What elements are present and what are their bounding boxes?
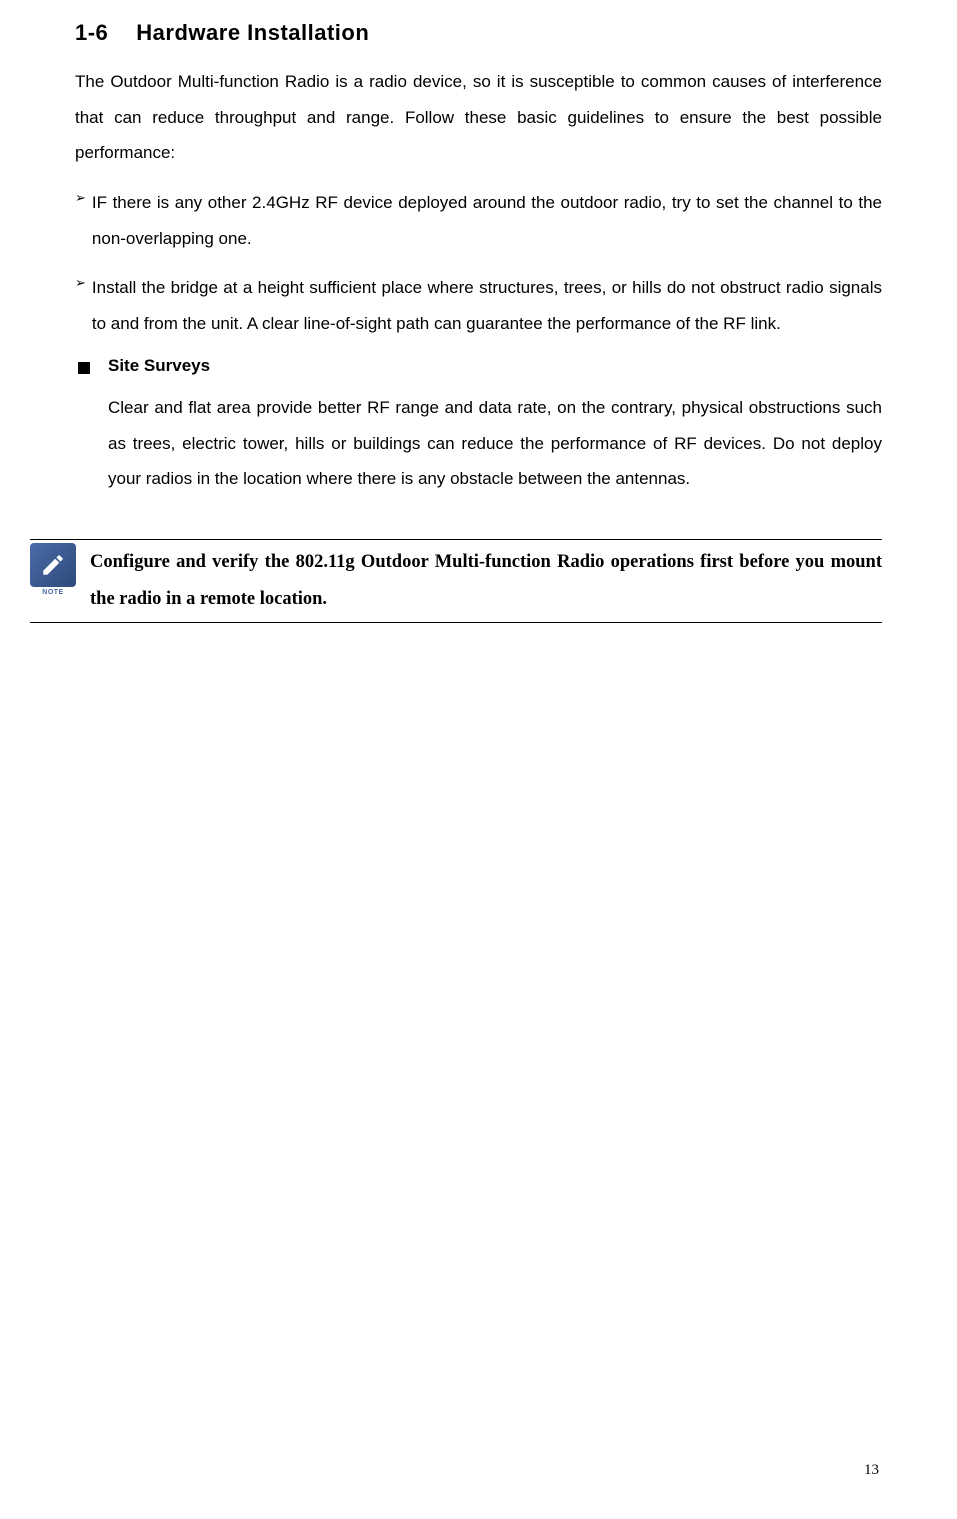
square-content: Site Surveys Clear and flat area provide… (108, 356, 882, 497)
square-marker-icon (78, 362, 90, 374)
note-box: NOTE Configure and verify the 802.11g Ou… (30, 539, 882, 623)
section-number: 1-6 (75, 20, 108, 45)
note-icon: NOTE (30, 543, 76, 599)
site-surveys-text: Clear and flat area provide better RF ra… (108, 390, 882, 497)
note-icon-background (30, 543, 76, 587)
bullet-item: ➢ Install the bridge at a height suffici… (75, 270, 882, 341)
square-item: Site Surveys Clear and flat area provide… (75, 356, 882, 497)
note-text: Configure and verify the 802.11g Outdoor… (90, 540, 882, 622)
bullet-text: Install the bridge at a height sufficien… (92, 270, 882, 341)
bullet-item: ➢ IF there is any other 2.4GHz RF device… (75, 185, 882, 256)
section-heading: 1-6 Hardware Installation (75, 20, 882, 46)
intro-paragraph: The Outdoor Multi-function Radio is a ra… (75, 64, 882, 171)
page-number: 13 (864, 1462, 879, 1479)
site-surveys-heading: Site Surveys (108, 356, 882, 376)
square-list: Site Surveys Clear and flat area provide… (75, 356, 882, 497)
section-title: Hardware Installation (136, 20, 369, 45)
bullet-text: IF there is any other 2.4GHz RF device d… (92, 185, 882, 256)
pencil-icon (40, 552, 66, 578)
bullet-list: ➢ IF there is any other 2.4GHz RF device… (75, 185, 882, 342)
bullet-marker-icon: ➢ (75, 275, 86, 341)
bullet-marker-icon: ➢ (75, 190, 86, 256)
note-icon-label: NOTE (30, 589, 76, 596)
